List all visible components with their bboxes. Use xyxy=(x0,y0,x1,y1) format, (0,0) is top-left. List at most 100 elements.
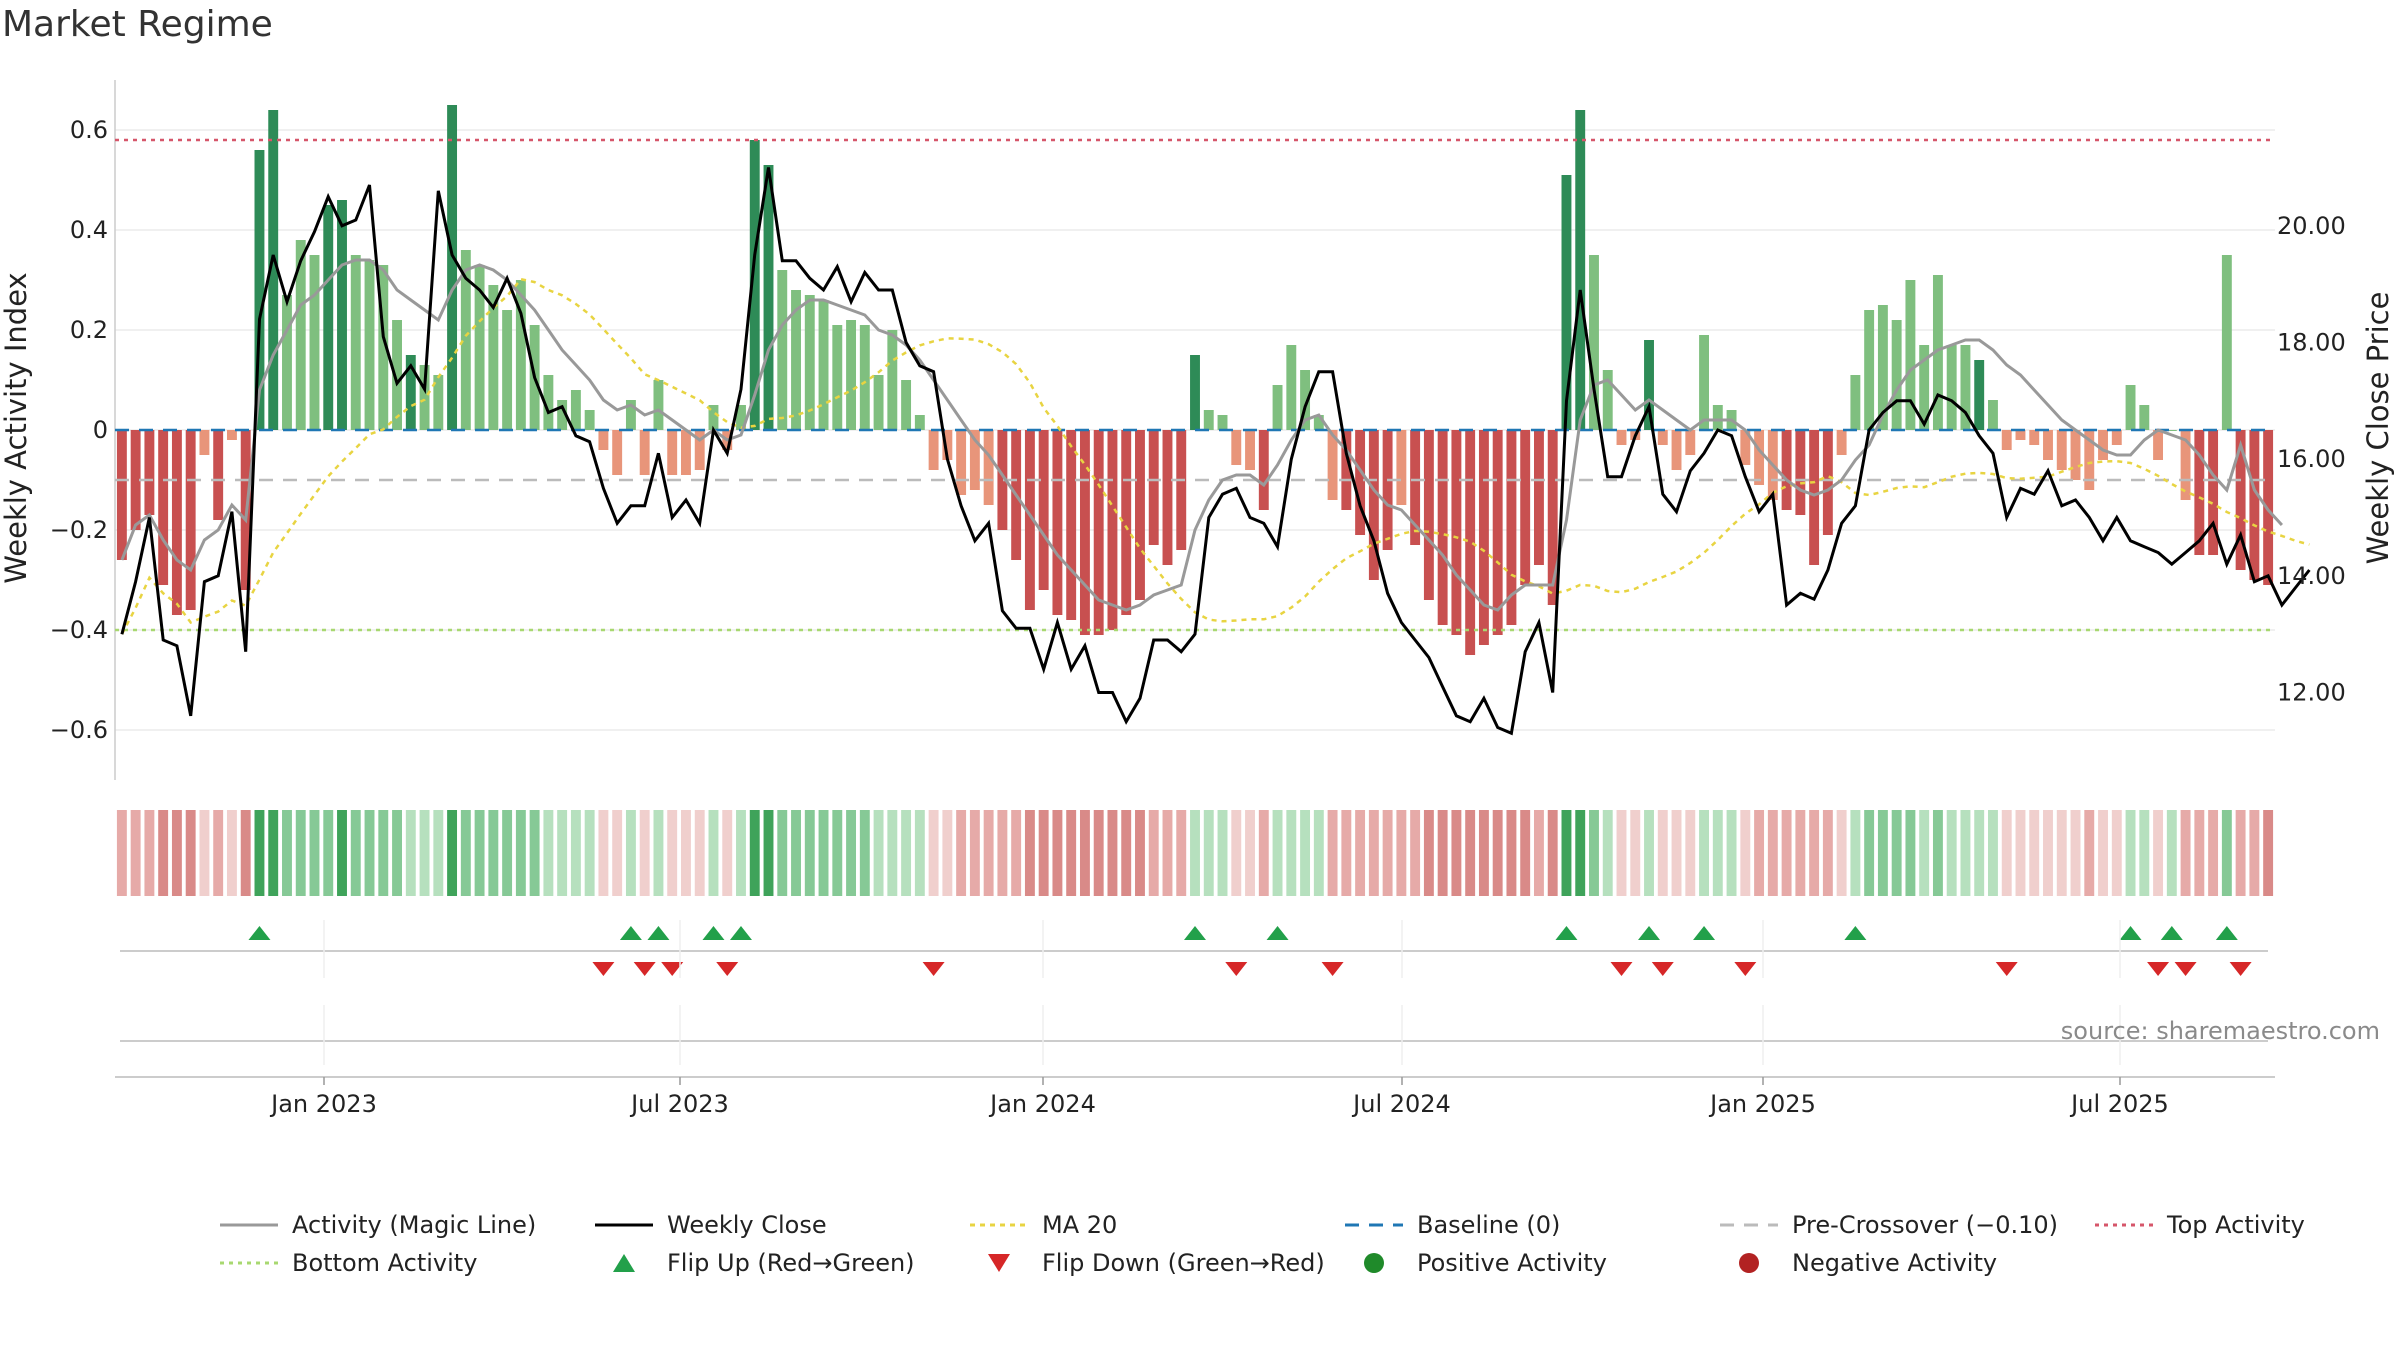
activity-bar xyxy=(1492,430,1503,635)
legend-label: MA 20 xyxy=(1042,1211,1117,1239)
activity-bars xyxy=(116,105,2274,655)
regime-strip-cell xyxy=(777,810,788,896)
flip-up-marker xyxy=(1693,926,1716,940)
activity-bar xyxy=(323,205,334,430)
regime-strip-cell xyxy=(502,810,513,896)
regime-strip-cell xyxy=(2056,810,2067,896)
flip-down-marker xyxy=(2229,962,2252,976)
regime-strip-cell xyxy=(1258,810,1269,896)
regime-strip-cell xyxy=(1423,810,1434,896)
activity-bar xyxy=(1478,430,1489,645)
regime-strip-cell xyxy=(1602,810,1613,896)
activity-bar xyxy=(1437,430,1448,625)
activity-bar xyxy=(846,320,857,430)
regime-strip-cell xyxy=(914,810,925,896)
activity-bar xyxy=(1561,175,1572,430)
flip-up-marker xyxy=(248,926,271,940)
activity-bar xyxy=(1382,430,1393,550)
regime-strip-cell xyxy=(2029,810,2040,896)
activity-bar xyxy=(2084,430,2095,490)
y-left-tick-label: −0.2 xyxy=(50,516,108,544)
flip-down-marker xyxy=(1225,962,1248,976)
legend-label: Positive Activity xyxy=(1417,1249,1607,1277)
flip-up-marker xyxy=(647,926,670,940)
regime-strip-cell xyxy=(433,810,444,896)
flip-down-marker xyxy=(1321,962,1344,976)
y-left-axis-label: Weekly Activity Index xyxy=(0,272,33,583)
legend-label: Bottom Activity xyxy=(292,1249,477,1277)
activity-bar xyxy=(1754,430,1765,485)
regime-strip-cell xyxy=(681,810,691,896)
activity-bar xyxy=(1396,430,1407,505)
activity-bar xyxy=(213,430,224,520)
regime-strip-cell xyxy=(1148,810,1159,896)
regime-strip-cell xyxy=(667,810,678,896)
regime-strip-cell xyxy=(2166,810,2177,896)
activity-bar xyxy=(1052,430,1063,615)
regime-strip-cell xyxy=(2015,810,2026,896)
flip-up-marker xyxy=(1555,926,1578,940)
x-tick-label: Jul 2024 xyxy=(1351,1090,1451,1118)
activity-bar xyxy=(364,260,375,430)
regime-strip-cell xyxy=(722,810,733,896)
regime-strip-cell xyxy=(1300,810,1311,896)
regime-strip-cell xyxy=(1781,810,1792,896)
regime-strip-cell xyxy=(557,810,568,896)
activity-bar xyxy=(1286,345,1297,430)
activity-bar xyxy=(818,300,829,430)
activity-bar xyxy=(543,375,554,430)
legend-flip-up-icon xyxy=(613,1254,635,1272)
activity-bar xyxy=(2166,430,2177,431)
regime-strip-cell xyxy=(1644,810,1654,896)
y-left-tick-label: 0.2 xyxy=(70,316,108,344)
activity-bar xyxy=(1836,430,1847,455)
activity-bar xyxy=(1506,430,1517,625)
regime-strip-cell xyxy=(928,810,939,896)
activity-bar xyxy=(1093,430,1104,635)
y-left-tick-label: −0.6 xyxy=(50,716,108,744)
activity-bar xyxy=(1781,430,1792,510)
activity-bar xyxy=(1107,430,1118,630)
regime-strip-cell xyxy=(1589,810,1599,896)
regime-strip-cell xyxy=(570,810,581,896)
activity-bar xyxy=(1121,430,1132,615)
regime-strip-cell xyxy=(653,810,664,896)
regime-strip-cell xyxy=(1478,810,1489,896)
ma20-line xyxy=(120,277,2310,635)
regime-strip-cell xyxy=(1465,810,1476,896)
regime-strip-cell xyxy=(901,810,912,896)
activity-bar xyxy=(171,430,182,615)
regime-strip-cell xyxy=(1396,810,1407,896)
activity-bar xyxy=(515,280,526,430)
regime-strip-cell xyxy=(1685,810,1696,896)
regime-strip-cell xyxy=(199,810,210,896)
regime-strip-cell xyxy=(832,810,843,896)
flip-down-marker xyxy=(592,962,615,976)
regime-strip-cell xyxy=(1809,810,1820,896)
weekly-close-line xyxy=(120,167,2311,736)
regime-strip-cell xyxy=(474,810,485,896)
activity-bar xyxy=(2153,430,2164,460)
legend-label: Pre-Crossover (−0.10) xyxy=(1792,1211,2058,1239)
activity-bar xyxy=(2070,430,2081,480)
regime-strip-cell xyxy=(1616,810,1627,896)
activity-bar xyxy=(1313,415,1324,430)
regime-strip-cell xyxy=(171,810,182,896)
regime-strip-cell xyxy=(1919,810,1930,896)
flip-down-marker xyxy=(1995,962,2018,976)
regime-strip-cell xyxy=(1946,810,1957,896)
activity-bar xyxy=(2029,430,2040,445)
regime-strip-cell xyxy=(2180,810,2191,896)
regime-strip-cell xyxy=(1520,810,1531,896)
regime-strip-cell xyxy=(1451,810,1462,896)
y-left-tick-label: 0 xyxy=(93,416,108,444)
activity-bar xyxy=(2043,430,2053,460)
regime-strip-cell xyxy=(158,810,169,896)
activity-bar xyxy=(832,325,843,430)
regime-strip-cell xyxy=(1877,810,1888,896)
activity-bar xyxy=(2111,430,2122,445)
regime-strip-cell xyxy=(543,810,554,896)
activity-bar xyxy=(1410,430,1421,545)
regime-strip-cell xyxy=(694,810,705,896)
regime-strip-cell xyxy=(1231,810,1242,896)
